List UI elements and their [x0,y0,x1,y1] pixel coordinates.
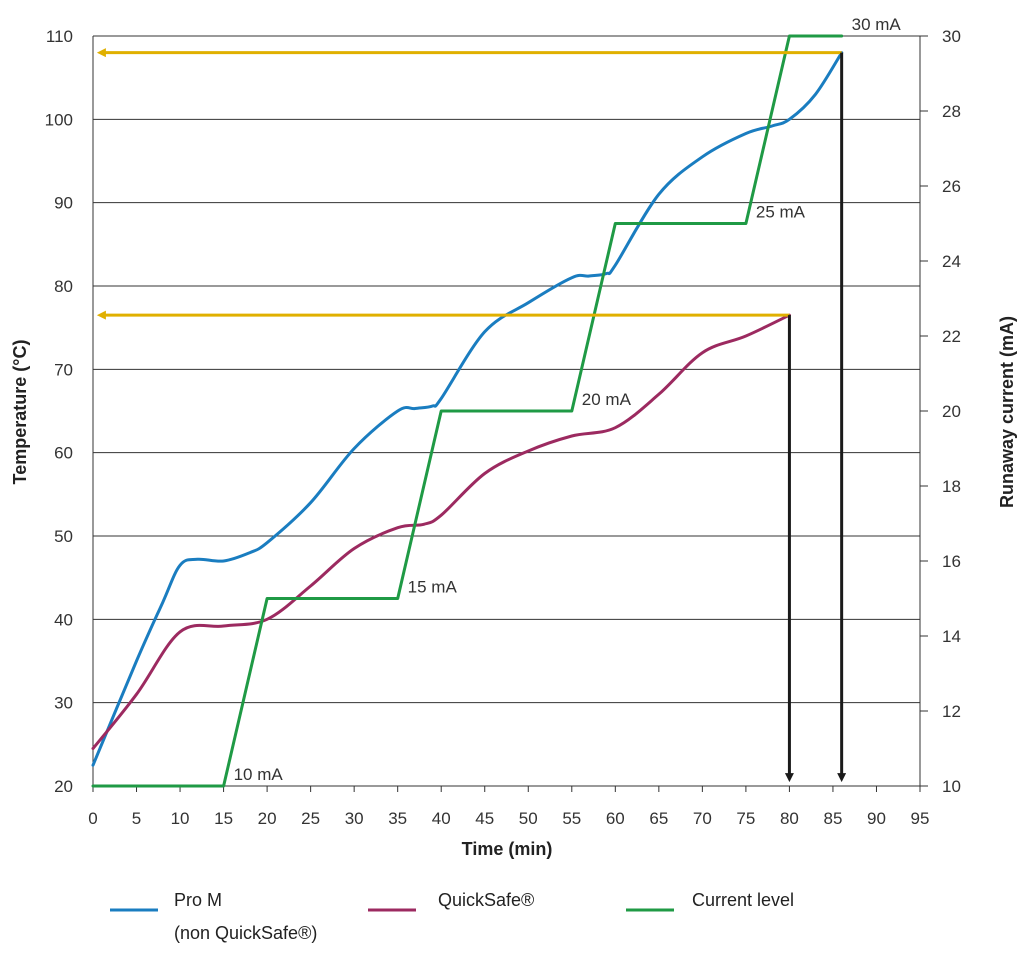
grid-layer [92,35,921,787]
right-y-tick-label: 16 [942,552,961,571]
series-layer [91,34,844,788]
series-line-current [91,34,844,788]
legend-item-pro-m: Pro M (non QuickSafe®) [110,890,317,943]
x-tick-label: 25 [301,809,320,828]
right-y-tick-label: 14 [942,627,961,646]
x-tick-label: 10 [171,809,190,828]
x-tick-label: 85 [823,809,842,828]
x-tick-label: 60 [606,809,625,828]
right-y-axis-title: Runaway current (mA) [997,316,1017,508]
x-tick-label: 80 [780,809,799,828]
right-y-tick-label: 12 [942,702,961,721]
left-y-tick-label: 70 [54,360,73,379]
left-y-tick-label: 60 [54,444,73,463]
x-tick-label: 15 [214,809,233,828]
x-tick-label: 30 [345,809,364,828]
x-tick-label: 45 [475,809,494,828]
right-y-tick-label: 24 [942,252,961,271]
annotation-layer: 10 mA 15 mA 20 mA 25 mA 30 mA [234,15,902,784]
current-level-annotation: 30 mA [852,15,902,34]
left-y-tick-label: 110 [46,27,73,46]
right-y-tick-label: 18 [942,477,961,496]
x-axis-title: Time (min) [462,839,553,859]
left-y-tick-label: 20 [54,777,73,796]
left-y-tick-label: 90 [54,194,73,213]
left-y-tick-label: 80 [54,277,73,296]
right-y-tick-label: 30 [942,27,961,46]
x-tick-label: 55 [562,809,581,828]
right-y-tick-label: 28 [942,102,961,121]
left-y-tick-label: 40 [54,610,73,629]
series-line-pro_m [91,51,844,767]
left-y-tick-label: 100 [45,110,73,129]
current-level-annotation: 10 mA [234,765,284,784]
current-level-annotation: 20 mA [582,390,632,409]
x-tick-label: 95 [911,809,930,828]
x-tick-label: 5 [132,809,141,828]
legend-label-current: Current level [692,890,794,910]
x-tick-label: 75 [736,809,755,828]
left-y-tick-label: 30 [54,694,73,713]
x-tick-label: 20 [258,809,277,828]
x-tick-label: 70 [693,809,712,828]
series-line-quicksafe [91,313,791,750]
right-y-tick-label: 22 [942,327,961,346]
axis-layer: 2030405060708090100110101214161820222426… [45,27,961,828]
legend-item-current: Current level [626,890,794,912]
x-tick-label: 65 [649,809,668,828]
current-level-annotation: 25 mA [756,203,806,222]
legend-label-pro-m: Pro M [174,890,222,910]
x-tick-label: 90 [867,809,886,828]
right-y-tick-label: 20 [942,402,961,421]
right-y-tick-label: 26 [942,177,961,196]
legend-item-quicksafe: QuickSafe® [368,890,534,912]
current-level-annotation: 15 mA [408,578,458,597]
left-y-tick-label: 50 [54,527,73,546]
x-tick-label: 40 [432,809,451,828]
legend: Pro M (non QuickSafe®) QuickSafe® Curren… [110,890,794,943]
legend-label-quicksafe: QuickSafe® [438,890,534,910]
legend-sublabel-pro-m: (non QuickSafe®) [174,923,317,943]
x-tick-label: 0 [88,809,97,828]
right-y-tick-label: 10 [942,777,961,796]
x-tick-label: 50 [519,809,538,828]
x-tick-label: 35 [388,809,407,828]
left-y-axis-title: Temperature (°C) [10,340,30,485]
arrow-layer [96,48,847,783]
